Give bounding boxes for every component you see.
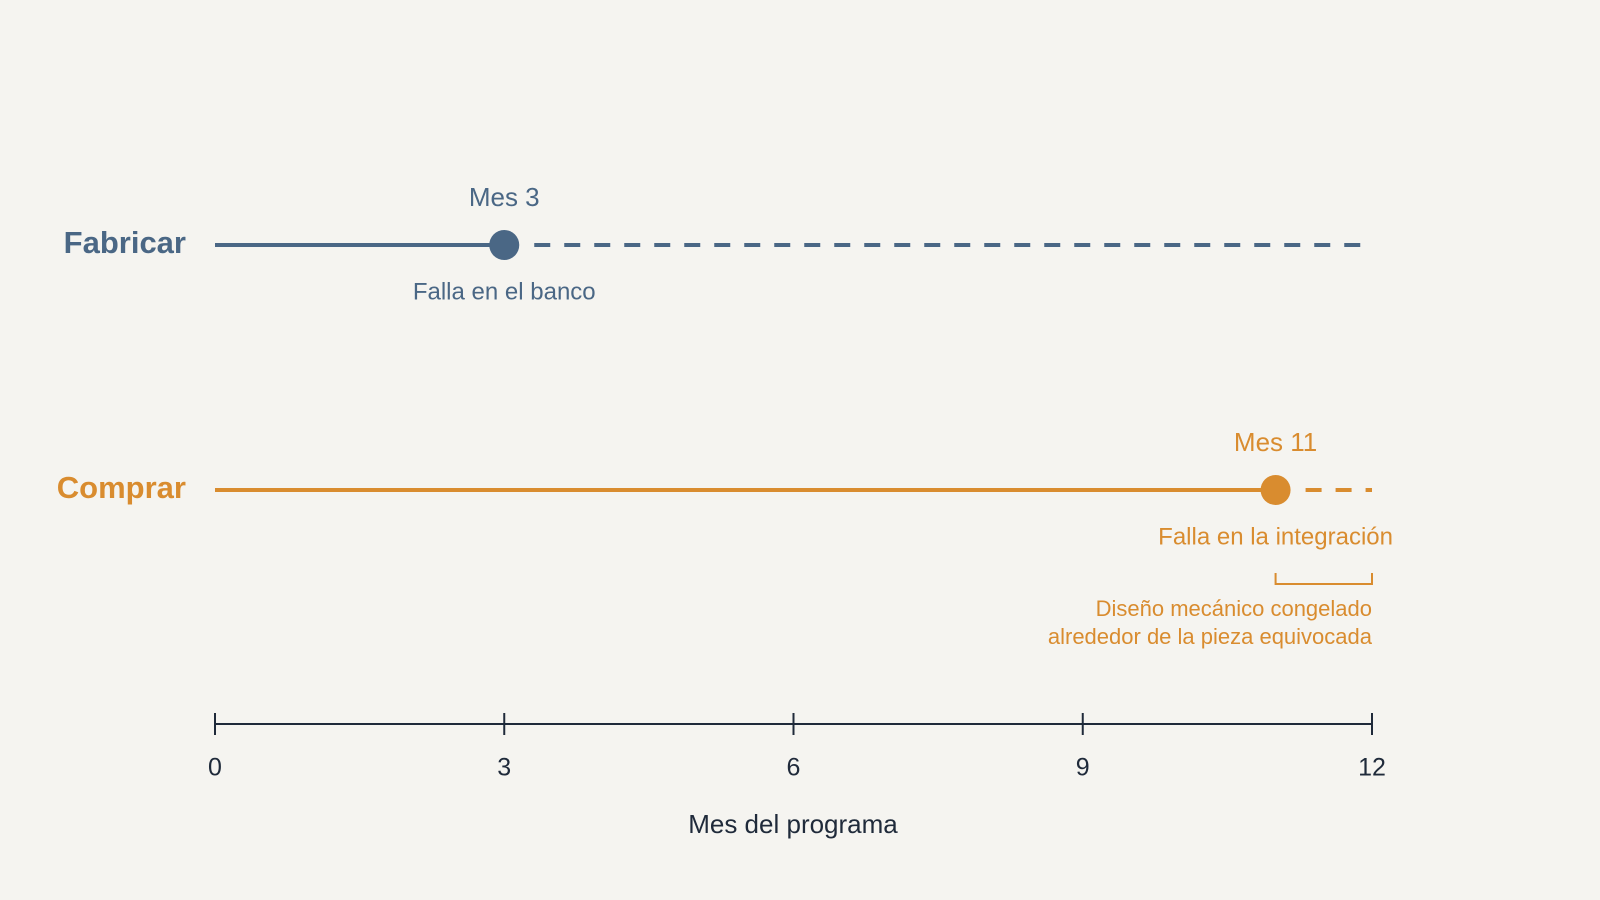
x-axis-label: Mes del programa <box>688 809 898 839</box>
series-label: Fabricar <box>64 225 186 260</box>
x-tick-label: 9 <box>1076 754 1090 782</box>
value-label: Mes 11 <box>1234 427 1317 457</box>
x-tick-label: 3 <box>497 754 511 782</box>
value-label: Mes 3 <box>469 182 540 212</box>
bracket <box>1274 573 1373 585</box>
x-tick-label: 6 <box>787 754 801 782</box>
annotation: Falla en el banco <box>413 278 596 305</box>
x-tick-label: 12 <box>1358 754 1386 782</box>
bracket-note: Diseño mecánico congelado <box>1096 596 1372 621</box>
x-tick-label: 0 <box>208 754 222 782</box>
event-marker <box>489 230 520 260</box>
annotation: Falla en la integración <box>1158 523 1393 550</box>
bracket-note: alrededor de la pieza equivocada <box>1048 624 1373 649</box>
series-label: Comprar <box>57 470 186 505</box>
event-marker <box>1260 475 1291 505</box>
